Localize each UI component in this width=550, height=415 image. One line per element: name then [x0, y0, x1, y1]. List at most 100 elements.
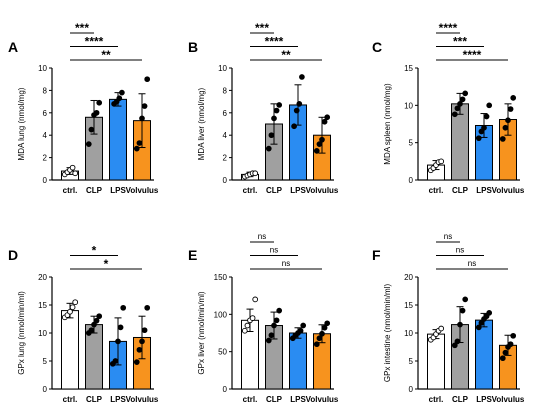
y-tick-label: 2 [223, 154, 228, 163]
significance-label: ns [468, 259, 476, 268]
y-tick-label: 5 [43, 357, 48, 366]
data-point [265, 145, 272, 152]
data-point [438, 158, 445, 165]
y-tick-label: 10 [218, 64, 227, 73]
significance-label: **** [463, 48, 482, 62]
category-label: ctrl. [243, 186, 258, 195]
data-point [481, 124, 487, 131]
data-point [321, 118, 328, 125]
y-tick-label: 10 [404, 329, 413, 338]
y-tick-label: 2 [43, 154, 48, 163]
category-label: ctrl. [63, 186, 78, 195]
data-point [505, 117, 511, 124]
data-point [507, 341, 514, 348]
category-label: LPS [110, 395, 126, 404]
data-point [252, 170, 259, 177]
category-label: Volvulus [126, 186, 159, 195]
bar-lps [109, 98, 127, 181]
data-point [88, 126, 95, 133]
panel-letter: D [8, 247, 18, 263]
y-tick-label: 8 [223, 86, 228, 95]
data-point [271, 322, 277, 329]
data-point [268, 332, 275, 339]
y-tick-label: 0 [43, 385, 48, 394]
data-point [459, 96, 466, 103]
data-point [507, 106, 514, 112]
data-point [486, 309, 493, 316]
bar-lps [475, 319, 493, 390]
data-point [67, 308, 73, 315]
y-tick-label: 20 [38, 273, 47, 282]
panel-letter: A [8, 39, 18, 55]
data-point [144, 304, 151, 311]
data-point [112, 358, 119, 364]
data-point [271, 115, 277, 122]
category-label: ctrl. [63, 395, 78, 404]
data-point [324, 114, 331, 121]
data-point [136, 140, 143, 146]
data-point [93, 109, 100, 116]
significance-label: *** [75, 21, 89, 35]
data-point [299, 74, 305, 80]
category-label: Volvulus [492, 395, 525, 404]
y-axis-label: MDA lung (nmol/mg) [17, 87, 26, 160]
data-point [96, 313, 103, 320]
y-axis-label: GPx lung (nmol/min/ml) [17, 291, 26, 375]
category-label: LPS [476, 186, 492, 195]
significance-label: **** [439, 21, 458, 35]
data-point [115, 338, 121, 345]
category-label: ctrl. [243, 395, 258, 404]
y-tick-label: 15 [404, 64, 413, 73]
data-point [475, 135, 482, 142]
y-tick-label: 6 [223, 109, 228, 118]
category-label: ctrl. [429, 186, 444, 195]
panel-d: D 0 5 10 15 20 GPx lung (nmol/min/ml) ctrl. CLP L… [8, 244, 159, 405]
y-axis-label: MDA spleen (nmol/mg) [383, 83, 392, 165]
data-point [133, 359, 140, 365]
data-point [265, 337, 272, 344]
y-axis-label: GPx intestine (nmol/min/ml) [383, 284, 392, 383]
data-point [297, 327, 304, 334]
y-tick-label: 5 [409, 139, 414, 148]
data-point [273, 317, 280, 324]
data-point [451, 111, 458, 118]
category-label: CLP [266, 395, 283, 404]
data-point [475, 324, 482, 331]
data-point [85, 141, 92, 148]
data-point [291, 123, 297, 130]
category-label: Volvulus [492, 186, 525, 195]
category-label: Volvulus [306, 395, 339, 404]
y-tick-label: 15 [404, 301, 413, 310]
data-point [139, 338, 145, 345]
data-point [276, 307, 283, 314]
y-tick-label: 0 [223, 385, 228, 394]
category-label: LPS [290, 395, 306, 404]
bar-ctrl [61, 310, 79, 390]
data-point [293, 107, 300, 114]
data-point [502, 124, 509, 131]
category-label: LPS [476, 395, 492, 404]
data-point [72, 299, 79, 306]
y-tick-label: 4 [43, 131, 48, 140]
y-tick-label: 0 [409, 176, 414, 185]
category-label: LPS [290, 186, 306, 195]
data-point [133, 145, 140, 152]
data-point [324, 320, 331, 327]
y-tick-label: 0 [43, 176, 48, 185]
data-point [93, 317, 100, 324]
data-point [296, 100, 303, 107]
data-point [321, 324, 328, 331]
significance-label: *** [453, 35, 467, 49]
data-point [478, 320, 485, 326]
data-point [454, 338, 461, 345]
data-point [454, 105, 461, 112]
y-axis-label: MDA liver (nmol/mg) [197, 87, 206, 160]
significance-label: ns [270, 246, 278, 255]
data-point [457, 321, 463, 328]
data-point [119, 89, 125, 96]
data-point [141, 327, 148, 334]
data-point [72, 170, 79, 177]
data-point [457, 100, 463, 107]
data-point [252, 296, 259, 303]
